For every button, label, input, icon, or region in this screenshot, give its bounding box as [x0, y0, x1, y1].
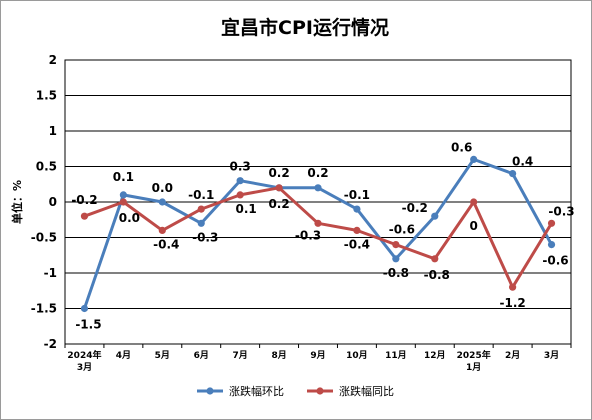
data-label: 0 — [470, 219, 478, 233]
y-tick-label: -2 — [44, 337, 57, 351]
series-lines — [80, 155, 556, 313]
y-tick-label: 0.5 — [36, 160, 57, 174]
x-tick-label: 3月 — [77, 362, 92, 373]
chart-title: 宜昌市CPI运行情况 — [221, 16, 389, 39]
data-label: -1.2 — [499, 296, 525, 310]
data-label: -0.3 — [192, 230, 218, 244]
legend: 涨跌幅环比 涨跌幅同比 — [197, 384, 394, 398]
data-label: 0.2 — [268, 197, 289, 211]
data-label: -0.4 — [344, 237, 370, 251]
legend-label-1: 涨跌幅环比 — [229, 384, 284, 398]
data-point — [119, 198, 127, 206]
data-point — [158, 226, 166, 234]
data-label: 0.4 — [512, 155, 533, 169]
x-tick-label: 11月 — [385, 350, 407, 361]
x-tick-label: 9月 — [310, 350, 325, 361]
legend-marker-2 — [316, 387, 324, 395]
data-label: -0.2 — [71, 193, 97, 207]
gridlines — [65, 95, 571, 309]
y-tick-label: -1 — [44, 266, 57, 280]
legend-label-2: 涨跌幅同比 — [339, 384, 394, 398]
data-point — [353, 205, 361, 213]
data-point — [236, 177, 244, 185]
x-tick-label: 2025年 — [457, 349, 491, 361]
x-tick-label: 1月 — [466, 362, 481, 373]
data-point — [353, 226, 361, 234]
data-label: -0.3 — [295, 228, 321, 242]
data-point — [80, 304, 89, 313]
data-label: -1.5 — [75, 318, 101, 332]
y-tick-label: 2 — [49, 53, 57, 67]
data-label: 0.1 — [113, 170, 134, 184]
data-label: 0.1 — [236, 202, 257, 216]
data-point — [431, 255, 439, 263]
data-point — [314, 219, 322, 227]
data-point — [431, 212, 439, 220]
data-point — [470, 198, 478, 206]
data-point — [392, 255, 400, 263]
data-label: -0.2 — [402, 201, 428, 215]
data-point — [509, 170, 517, 178]
data-label: 0.2 — [307, 166, 328, 180]
y-tick-label: 1 — [49, 124, 57, 138]
data-label: -0.1 — [344, 188, 370, 202]
x-tick-label: 6月 — [194, 350, 209, 361]
x-tick-label: 4月 — [116, 350, 131, 361]
data-point — [236, 191, 244, 199]
data-label: -0.6 — [389, 223, 415, 237]
y-tick-label: 1.5 — [36, 89, 57, 103]
data-point — [275, 184, 283, 192]
data-label: -0.6 — [542, 254, 568, 268]
data-label: -0.4 — [153, 237, 179, 251]
data-point — [314, 184, 322, 192]
x-tick-label: 3月 — [544, 350, 559, 361]
data-point — [80, 212, 89, 220]
data-label: 0.0 — [152, 181, 173, 195]
data-label: 0.3 — [230, 160, 251, 174]
x-tick-label: 8月 — [271, 350, 286, 361]
data-label: -0.8 — [383, 266, 409, 280]
data-label: -0.1 — [188, 188, 214, 202]
x-tick-label: 5月 — [155, 350, 170, 361]
legend-marker-1 — [206, 387, 214, 395]
data-point — [158, 198, 166, 206]
data-point — [392, 241, 400, 249]
data-point — [547, 241, 556, 249]
data-label: -0.3 — [548, 204, 574, 218]
x-tick-label: 2024年 — [67, 349, 101, 361]
data-label: 0.6 — [451, 140, 472, 154]
data-point — [547, 219, 556, 227]
x-tick-label: 2月 — [505, 350, 520, 361]
y-tick-label: -1.5 — [31, 302, 57, 316]
data-label: 0.2 — [268, 166, 289, 180]
x-tick-label: 12月 — [424, 350, 446, 361]
data-point — [197, 205, 205, 213]
data-label: 0.0 — [119, 211, 140, 225]
x-tick-label: 7月 — [233, 350, 248, 361]
data-point — [197, 219, 205, 227]
data-point — [119, 191, 127, 199]
y-axis-label: 单位：% — [10, 180, 24, 224]
data-labels: -1.5 0.1 0.0 -0.3 0.3 0.2 0.2 -0.1 -0.8 -0.2 0.6 0.… — [71, 140, 574, 331]
data-point — [509, 283, 517, 291]
x-tick-label: 10月 — [346, 350, 368, 361]
data-point — [470, 155, 478, 163]
data-label: -0.8 — [424, 268, 450, 282]
y-tick-label: 0 — [49, 195, 57, 209]
y-tick-label: -0.5 — [31, 231, 57, 245]
